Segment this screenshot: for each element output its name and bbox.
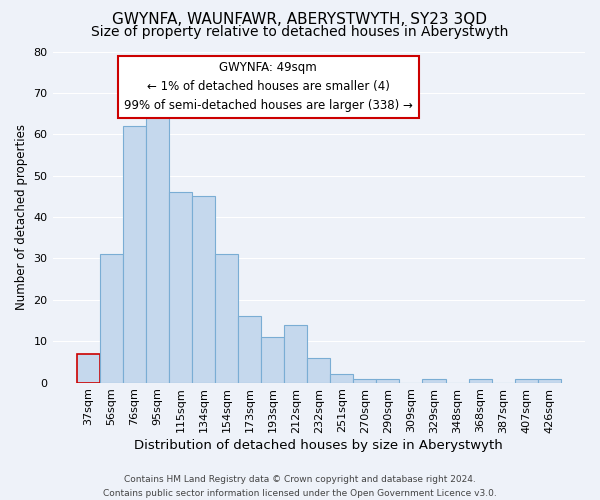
Bar	[515, 378, 538, 382]
Bar	[238, 316, 261, 382]
Bar	[538, 378, 561, 382]
Bar	[376, 378, 400, 382]
Bar	[307, 358, 330, 382]
Bar	[330, 374, 353, 382]
Bar	[469, 378, 491, 382]
Text: Size of property relative to detached houses in Aberystwyth: Size of property relative to detached ho…	[91, 25, 509, 39]
Bar	[123, 126, 146, 382]
Text: GWYNFA: 49sqm
← 1% of detached houses are smaller (4)
99% of semi-detached house: GWYNFA: 49sqm ← 1% of detached houses ar…	[124, 62, 413, 112]
Bar	[215, 254, 238, 382]
X-axis label: Distribution of detached houses by size in Aberystwyth: Distribution of detached houses by size …	[134, 440, 503, 452]
Bar	[100, 254, 123, 382]
Bar	[77, 354, 100, 382]
Bar	[192, 196, 215, 382]
Bar	[146, 110, 169, 382]
Bar	[169, 192, 192, 382]
Text: GWYNFA, WAUNFAWR, ABERYSTWYTH, SY23 3QD: GWYNFA, WAUNFAWR, ABERYSTWYTH, SY23 3QD	[113, 12, 487, 28]
Y-axis label: Number of detached properties: Number of detached properties	[15, 124, 28, 310]
Bar	[261, 337, 284, 382]
Bar	[284, 324, 307, 382]
Bar	[422, 378, 446, 382]
Text: Contains HM Land Registry data © Crown copyright and database right 2024.
Contai: Contains HM Land Registry data © Crown c…	[103, 476, 497, 498]
Bar	[353, 378, 376, 382]
